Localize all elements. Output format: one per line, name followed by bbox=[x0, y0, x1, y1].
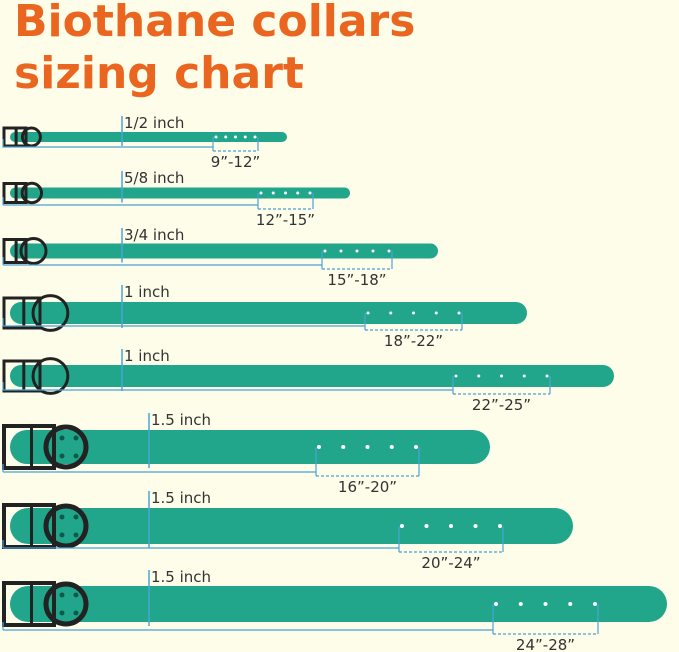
hole bbox=[593, 602, 597, 606]
rivet bbox=[59, 435, 65, 441]
hole bbox=[545, 374, 549, 378]
d-ring bbox=[43, 581, 89, 627]
rivet bbox=[73, 610, 79, 616]
hole bbox=[389, 445, 394, 449]
rivet bbox=[59, 453, 65, 459]
size-label: 24”-28” bbox=[516, 636, 575, 652]
buckle bbox=[2, 359, 42, 393]
hole bbox=[473, 524, 478, 528]
hole bbox=[412, 311, 415, 315]
hole bbox=[387, 249, 391, 253]
size-label: 12”-15” bbox=[256, 211, 315, 229]
d-ring bbox=[31, 357, 70, 395]
buckle bbox=[2, 581, 56, 627]
rivet bbox=[59, 514, 65, 520]
hole bbox=[355, 249, 359, 253]
width-label: 1 inch bbox=[124, 283, 170, 301]
hole bbox=[498, 524, 502, 528]
width-label: 5/8 inch bbox=[124, 169, 184, 187]
strap bbox=[10, 132, 287, 142]
hole bbox=[522, 374, 526, 378]
hole bbox=[494, 602, 498, 606]
width-label: 1/2 inch bbox=[124, 114, 184, 132]
hole bbox=[339, 249, 343, 253]
hole bbox=[424, 524, 429, 528]
strap bbox=[10, 243, 438, 259]
size-label: 20”-24” bbox=[421, 554, 480, 572]
hole bbox=[414, 445, 418, 449]
rivet bbox=[73, 532, 79, 538]
rivet bbox=[73, 435, 79, 441]
size-label: 22”-25” bbox=[472, 396, 531, 414]
width-label: 1 inch bbox=[124, 347, 170, 365]
hole bbox=[543, 602, 548, 606]
hole bbox=[214, 135, 218, 139]
rivet bbox=[59, 592, 65, 598]
hole bbox=[434, 311, 438, 315]
hole bbox=[500, 374, 503, 378]
width-label: 1.5 inch bbox=[151, 411, 211, 429]
hole bbox=[308, 191, 312, 195]
hole bbox=[296, 191, 300, 195]
hole bbox=[457, 311, 461, 315]
buckle bbox=[2, 424, 56, 470]
hole bbox=[365, 445, 370, 449]
width-label: 1.5 inch bbox=[151, 489, 211, 507]
hole bbox=[477, 374, 481, 378]
rivet bbox=[73, 453, 79, 459]
d-ring bbox=[20, 181, 44, 205]
title-line: Biothane collars bbox=[14, 0, 415, 47]
hole bbox=[449, 524, 453, 528]
rivet bbox=[73, 514, 79, 520]
size-label: 18”-22” bbox=[384, 332, 443, 350]
hole bbox=[243, 135, 247, 139]
hole bbox=[341, 445, 346, 449]
hole bbox=[253, 135, 257, 139]
buckle bbox=[2, 296, 42, 330]
strap bbox=[10, 430, 490, 464]
width-label: 1.5 inch bbox=[151, 568, 211, 586]
rivet bbox=[59, 610, 65, 616]
hole bbox=[400, 524, 404, 528]
hole bbox=[389, 311, 393, 315]
d-ring bbox=[43, 424, 89, 470]
rivet bbox=[59, 532, 65, 538]
strap bbox=[10, 302, 527, 324]
hole bbox=[234, 135, 237, 139]
d-ring bbox=[20, 126, 42, 148]
strap bbox=[10, 187, 350, 199]
buckle bbox=[2, 503, 56, 549]
hole bbox=[454, 374, 458, 378]
size-label: 15”-18” bbox=[327, 271, 386, 289]
d-ring bbox=[19, 237, 48, 265]
hole bbox=[284, 191, 287, 195]
hole bbox=[366, 311, 370, 315]
size-label: 16”-20” bbox=[338, 478, 397, 496]
strap bbox=[10, 586, 667, 622]
hole bbox=[371, 249, 375, 253]
hole bbox=[224, 135, 228, 139]
strap bbox=[10, 365, 614, 387]
rivet bbox=[73, 592, 79, 598]
width-label: 3/4 inch bbox=[124, 226, 184, 244]
hole bbox=[518, 602, 523, 606]
d-ring bbox=[43, 503, 89, 549]
size-label: 9”-12” bbox=[211, 153, 261, 171]
hole bbox=[271, 191, 275, 195]
hole bbox=[259, 191, 263, 195]
hole bbox=[323, 249, 327, 253]
hole bbox=[568, 602, 573, 606]
d-ring bbox=[31, 294, 70, 332]
title-line: sizing chart bbox=[14, 48, 304, 99]
hole bbox=[317, 445, 321, 449]
strap bbox=[10, 508, 573, 544]
